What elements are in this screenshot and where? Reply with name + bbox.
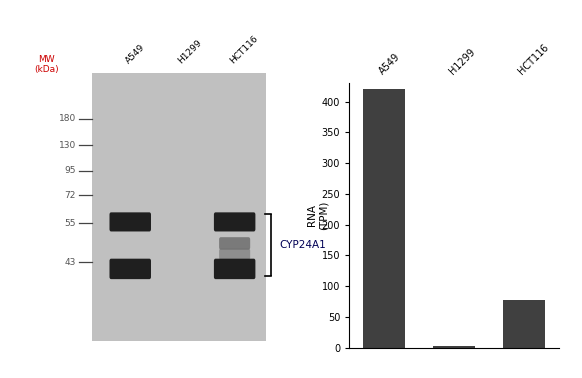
Y-axis label: RNA
(TPM): RNA (TPM) — [307, 201, 328, 230]
Text: A549: A549 — [124, 43, 147, 66]
Text: 95: 95 — [65, 166, 76, 175]
FancyBboxPatch shape — [109, 259, 151, 279]
Text: H1299: H1299 — [176, 38, 203, 66]
FancyBboxPatch shape — [219, 237, 250, 249]
FancyBboxPatch shape — [109, 212, 151, 231]
Text: 55: 55 — [65, 219, 76, 228]
FancyBboxPatch shape — [214, 212, 255, 231]
Bar — [92, 73, 266, 341]
Text: MW
(kDa): MW (kDa) — [34, 55, 59, 74]
Text: 72: 72 — [65, 191, 76, 200]
FancyBboxPatch shape — [214, 259, 255, 279]
Text: HCT116: HCT116 — [228, 34, 260, 66]
Bar — [503, 300, 545, 348]
Bar — [363, 89, 405, 348]
FancyBboxPatch shape — [219, 249, 250, 260]
Bar — [433, 346, 475, 348]
Text: 180: 180 — [59, 114, 76, 123]
Text: 43: 43 — [65, 258, 76, 267]
Text: 130: 130 — [59, 141, 76, 150]
Text: CYP24A1: CYP24A1 — [279, 240, 326, 250]
